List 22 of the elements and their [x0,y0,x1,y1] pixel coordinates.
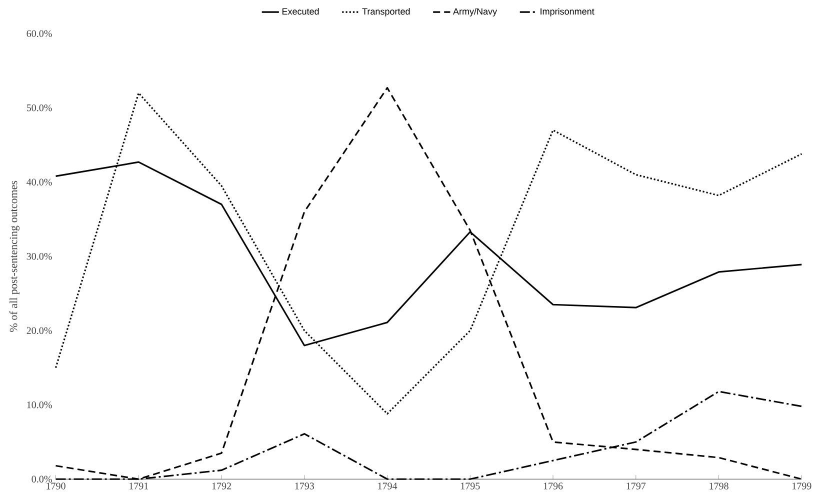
legend-label: Executed [282,8,319,15]
x-tick-label: 1792 [212,482,231,490]
y-tick-label: 50.0% [26,104,52,112]
y-tick-label: 30.0% [26,253,52,260]
legend-label: Transported [362,8,410,17]
y-tick-label: 60.0% [26,30,52,38]
x-tick-label: 1795 [461,482,480,490]
x-tick-label: 1793 [295,482,314,490]
x-tick-label: 1796 [544,482,563,490]
y-tick-label: 20.0% [26,327,52,334]
y-tick-label: 0.0% [32,476,52,483]
x-tick-label: 1798 [710,482,728,490]
x-tick-label: 1799 [792,482,812,490]
legend-label: Imprisonment [540,8,594,17]
x-tick-label: 1794 [378,482,398,490]
y-axis-title: % of all post-sentencing outcomes [9,181,20,332]
y-tick-label: 10.0% [27,402,52,408]
y-tick-label: 40.0% [26,178,52,186]
x-tick-label: 1797 [626,482,646,490]
legend-label: Army/Navy [453,8,498,17]
x-tick-label: 1791 [130,482,148,490]
x-tick-label: 1790 [46,482,66,490]
